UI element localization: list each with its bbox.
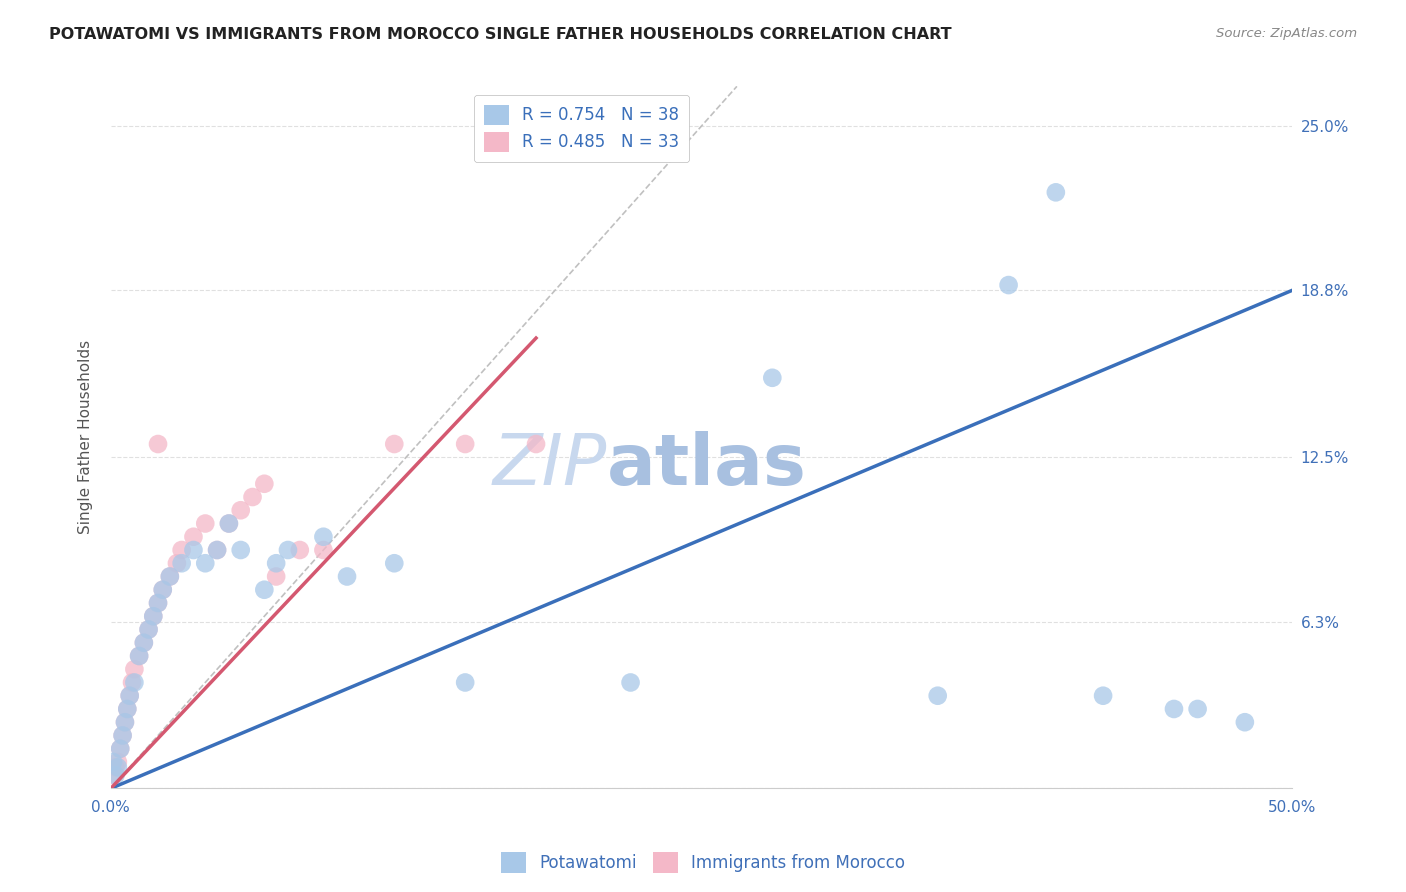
Point (159, 569, 181, 583)
Point (128, 648, 150, 663)
Point (142, 609, 165, 624)
Point (288, 543, 311, 558)
Point (927, 689, 949, 703)
Point (138, 623, 160, 637)
Point (229, 503, 252, 517)
Point (312, 530, 335, 544)
Point (117, 702, 139, 716)
Y-axis label: Single Father Households: Single Father Households (79, 341, 93, 534)
Point (277, 543, 299, 558)
Point (997, 278, 1019, 293)
Point (152, 582, 174, 597)
Text: atlas: atlas (607, 431, 807, 500)
Point (1045, 186, 1067, 200)
Point (170, 556, 193, 570)
Text: Source: ZipAtlas.com: Source: ZipAtlas.com (1216, 27, 1357, 40)
Point (194, 516, 217, 531)
Text: ZIP: ZIP (492, 431, 607, 500)
Point (382, 556, 405, 570)
Point (454, 437, 477, 451)
Point (761, 371, 783, 385)
Point (229, 543, 252, 558)
Point (132, 636, 155, 650)
Point (382, 437, 405, 451)
Point (104, 760, 127, 774)
Point (336, 569, 359, 583)
Point (264, 569, 287, 583)
Point (454, 675, 477, 690)
Point (242, 490, 264, 504)
Point (159, 569, 181, 583)
Point (264, 556, 287, 570)
Point (146, 596, 169, 610)
Point (110, 741, 132, 756)
Point (118, 689, 141, 703)
Point (194, 556, 217, 570)
Point (253, 582, 276, 597)
Point (166, 556, 188, 570)
Point (124, 675, 146, 690)
Point (218, 516, 240, 531)
Point (128, 648, 150, 663)
Point (152, 582, 174, 597)
Legend: Potawatomi, Immigrants from Morocco: Potawatomi, Immigrants from Morocco (494, 846, 912, 880)
Point (111, 729, 134, 743)
Point (101, 768, 124, 782)
Point (183, 530, 205, 544)
Point (1092, 689, 1115, 703)
Point (170, 543, 193, 558)
Point (619, 675, 641, 690)
Point (183, 543, 205, 558)
Point (101, 755, 124, 769)
Point (114, 715, 136, 730)
Point (218, 516, 240, 531)
Legend: R = 0.754   N = 38, R = 0.485   N = 33: R = 0.754 N = 38, R = 0.485 N = 33 (474, 95, 689, 162)
Point (1233, 715, 1256, 730)
Point (146, 437, 169, 451)
Point (524, 437, 547, 451)
Text: POTAWATOMI VS IMMIGRANTS FROM MOROCCO SINGLE FATHER HOUSEHOLDS CORRELATION CHART: POTAWATOMI VS IMMIGRANTS FROM MOROCCO SI… (49, 27, 952, 42)
Point (253, 476, 276, 491)
Point (121, 675, 143, 690)
Point (142, 609, 165, 624)
Point (1163, 702, 1185, 716)
Point (132, 636, 155, 650)
Point (205, 543, 228, 558)
Point (107, 760, 129, 774)
Point (1187, 702, 1209, 716)
Point (312, 543, 335, 558)
Point (107, 755, 129, 769)
Point (118, 689, 141, 703)
Point (110, 741, 132, 756)
Point (138, 623, 160, 637)
Point (117, 702, 139, 716)
Point (205, 543, 228, 558)
Point (111, 729, 134, 743)
Point (146, 596, 169, 610)
Point (114, 715, 136, 730)
Point (124, 662, 146, 676)
Point (104, 768, 127, 782)
